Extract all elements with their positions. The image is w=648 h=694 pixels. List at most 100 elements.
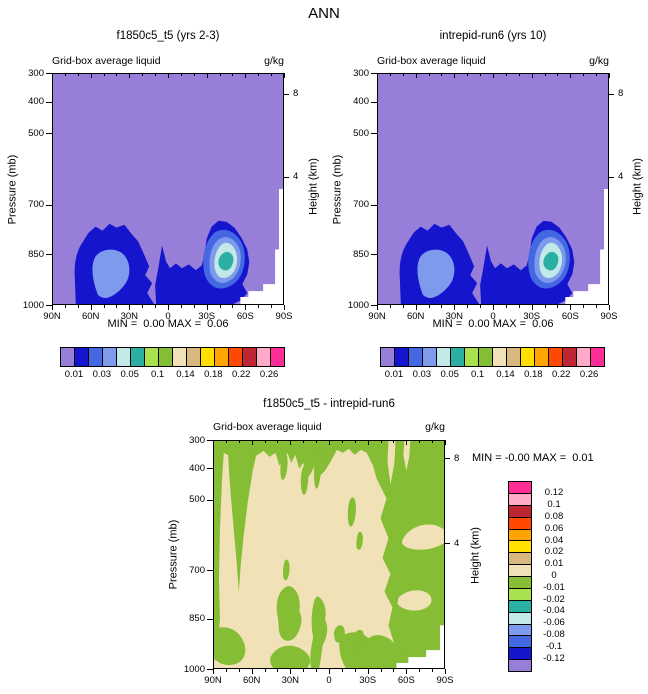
panel-right-plot-area xyxy=(377,73,609,305)
p1-colorbar-swatch xyxy=(563,348,577,366)
p1-colorbar-label: 0.26 xyxy=(579,369,599,380)
panel-right-contour-plot xyxy=(378,74,608,304)
p0-xtick-label: 60N xyxy=(81,311,100,322)
p2-colorbar-swatch xyxy=(509,577,531,589)
p0-xtick-mark-top xyxy=(77,73,79,76)
p0-xtick-label: 30N xyxy=(120,311,139,322)
p1-xtick-label: 30N xyxy=(445,311,464,322)
p1-height-tick-mark xyxy=(609,93,614,95)
p0-colorbar-swatch xyxy=(145,348,159,366)
p1-xtick-mark-top xyxy=(531,73,533,78)
p0-colorbar-label: 0.14 xyxy=(176,369,195,380)
p1-colorbar-label: 0.05 xyxy=(440,369,459,380)
p1-xtick-mark-bottom xyxy=(544,305,546,308)
p0-xtick-label: 90S xyxy=(275,311,293,322)
p0-colorbar-label: 0.18 xyxy=(204,369,223,380)
p1-ytick-mark xyxy=(371,73,377,74)
panel-diff-contour-plot xyxy=(214,441,444,668)
p1-xtick-mark-top xyxy=(402,73,404,76)
p2-xtick-mark-top xyxy=(367,440,369,445)
panel-left-title: f1850c5_t5 (yrs 2-3) xyxy=(116,30,220,42)
p1-xtick-mark-top xyxy=(454,73,456,78)
p1-xtick-mark-top xyxy=(518,73,520,76)
p1-colorbar-label: 0.14 xyxy=(496,369,515,380)
p1-xtick-mark-bottom xyxy=(505,305,507,308)
p2-xtick-mark-bottom xyxy=(277,669,279,672)
diff-negative-north-wedge xyxy=(227,446,258,592)
p1-ytick-label: 300 xyxy=(353,67,369,79)
p1-xtick-mark-top xyxy=(570,73,572,78)
p2-xtick-mark-bottom xyxy=(225,669,227,672)
p2-xtick-mark-top xyxy=(238,440,240,443)
panel-diff-height-axis-label: Height (km) xyxy=(469,527,482,584)
diff-negative-blob-6 xyxy=(270,645,311,668)
p0-height-tick-label: 4 xyxy=(293,171,299,183)
p1-ytick-mark xyxy=(371,254,377,256)
p1-ytick-label: 850 xyxy=(353,248,369,260)
p0-xtick-mark-bottom xyxy=(193,305,195,308)
p2-colorbar-label: -0.02 xyxy=(543,593,565,605)
p2-colorbar-swatch xyxy=(509,565,531,577)
p0-colorbar-swatch xyxy=(257,348,271,366)
p2-xtick-mark-bottom xyxy=(445,669,446,674)
p2-xtick-mark-top xyxy=(406,440,408,445)
panel-left-contour-plot xyxy=(53,74,283,304)
p0-colorbar-swatch xyxy=(271,348,284,366)
diff-negative-streak-5 xyxy=(356,531,363,550)
p2-xtick-mark-bottom xyxy=(380,669,382,672)
p0-height-tick-mark xyxy=(284,93,289,95)
p1-xtick-mark-bottom xyxy=(570,305,572,310)
p2-colorbar-swatch xyxy=(509,541,531,554)
p2-colorbar-swatch xyxy=(509,482,531,494)
p1-xtick-mark-bottom xyxy=(415,305,417,310)
panel-left-pressure-axis-label: Pressure (mb) xyxy=(6,154,19,225)
p0-colorbar-label: 0.26 xyxy=(259,369,279,380)
p2-colorbar-label: -0.1 xyxy=(545,640,563,652)
p2-colorbar-label: 0.06 xyxy=(544,522,564,534)
diff-negative-south-mass xyxy=(362,441,444,668)
p1-xtick-mark-bottom xyxy=(480,305,482,308)
p1-height-tick-label: 4 xyxy=(618,171,624,183)
p2-xtick-mark-top xyxy=(341,440,343,443)
p2-colorbar-swatch xyxy=(509,624,531,637)
p1-xtick-label: 60N xyxy=(406,311,425,322)
p1-colorbar-swatch xyxy=(535,348,549,366)
p1-xtick-label: 90S xyxy=(600,311,618,322)
p0-colorbar-swatch xyxy=(131,348,145,366)
p0-colorbar-swatch xyxy=(229,348,243,366)
panel-left-subtitle-row: Grid-box average liquid g/kg xyxy=(52,55,284,67)
p1-xtick-mark-bottom xyxy=(609,305,610,310)
panel-diff-plot-area xyxy=(213,440,445,669)
p0-xtick-mark-top xyxy=(245,73,247,78)
p1-height-tick-mark xyxy=(609,176,614,178)
p2-xtick-mark-top xyxy=(225,440,227,443)
p1-xtick-mark-top xyxy=(389,73,391,76)
p0-xtick-mark-bottom xyxy=(284,305,285,310)
p0-xtick-mark-top xyxy=(64,73,66,76)
p0-xtick-mark-bottom xyxy=(64,305,66,308)
p0-colorbar-label: 0.1 xyxy=(150,369,165,380)
p2-xtick-mark-bottom xyxy=(419,669,421,672)
p1-colorbar-swatch xyxy=(381,348,395,366)
diff-cream-streak xyxy=(397,590,432,611)
p1-colorbar-label: 0.1 xyxy=(470,369,485,380)
p0-colorbar-swatch xyxy=(61,348,75,366)
p0-xtick-mark-top xyxy=(284,73,285,78)
p1-xtick-mark-top xyxy=(583,73,585,76)
p0-xtick-mark-bottom xyxy=(52,305,53,310)
p2-ytick-mark xyxy=(207,618,213,620)
p2-xtick-mark-top xyxy=(419,440,421,443)
p1-xtick-mark-bottom xyxy=(467,305,469,308)
p1-xtick-mark-bottom xyxy=(596,305,598,308)
p1-xtick-mark-bottom xyxy=(428,305,430,308)
p0-xtick-mark-bottom xyxy=(116,305,118,308)
p0-xtick-mark-top xyxy=(219,73,221,76)
panel-left-minmax: MIN = 0.00 MAX = 0.06 xyxy=(107,318,229,330)
p0-xtick-label: 60S xyxy=(236,311,254,322)
panel-right-minmax: MIN = 0.00 MAX = 0.06 xyxy=(432,318,554,330)
p2-colorbar-label: -0.06 xyxy=(543,617,565,629)
p0-xtick-mark-bottom xyxy=(90,305,92,310)
diff-negative-blob-5 xyxy=(214,627,246,666)
p2-xtick-mark-top xyxy=(432,440,434,443)
p2-xtick-mark-top xyxy=(445,440,446,445)
